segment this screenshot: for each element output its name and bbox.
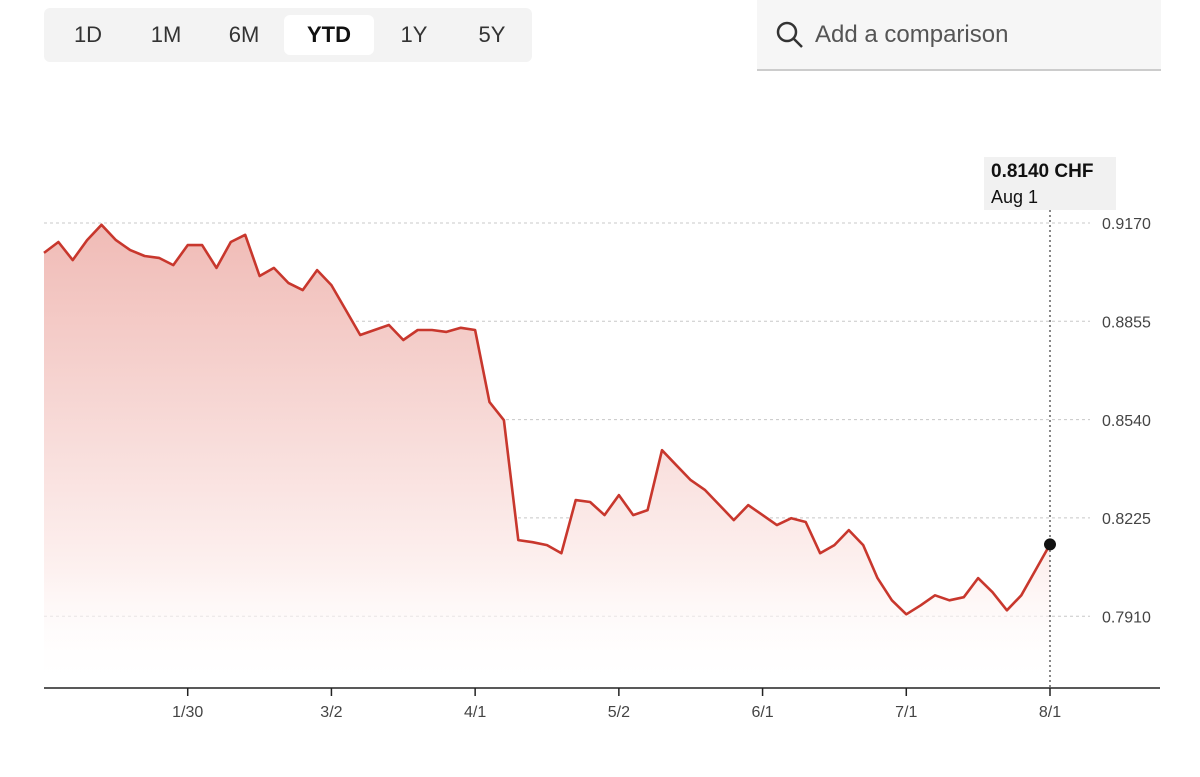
tooltip-value: 0.8140 CHF xyxy=(991,161,1093,182)
x-tick-label: 4/1 xyxy=(464,704,486,721)
y-tick-label: 0.7910 xyxy=(1102,609,1151,626)
x-tick-label: 5/2 xyxy=(608,704,630,721)
y-tick-label: 0.9170 xyxy=(1102,216,1151,233)
area-fill xyxy=(44,224,1050,689)
range-button[interactable]: YTD xyxy=(284,15,374,55)
tooltip-date: Aug 1 xyxy=(991,187,1038,207)
range-button[interactable]: 1M xyxy=(150,22,182,47)
range-button[interactable]: 6M xyxy=(228,22,260,47)
search-icon xyxy=(776,21,803,48)
x-tick-label: 3/2 xyxy=(320,704,342,721)
range-button[interactable]: 1D xyxy=(73,22,103,47)
comparison-search[interactable]: Add a comparison xyxy=(757,0,1161,71)
range-button[interactable]: 1Y xyxy=(400,22,428,47)
last-point xyxy=(1044,538,1056,551)
range-button[interactable]: 5Y xyxy=(478,22,506,47)
x-tick-label: 1/30 xyxy=(172,704,203,721)
y-tick-label: 0.8855 xyxy=(1102,314,1151,331)
tooltip-box xyxy=(984,157,1116,210)
y-tick-label: 0.8540 xyxy=(1102,413,1151,430)
y-tick-label: 0.8225 xyxy=(1102,511,1151,528)
search-placeholder: Add a comparison xyxy=(815,20,1009,48)
x-tick-label: 6/1 xyxy=(751,704,773,721)
x-tick-label: 8/1 xyxy=(1039,704,1061,721)
range-selector: 1D 1M 6M YTD 1Y 5Y xyxy=(44,8,532,62)
x-tick-label: 7/1 xyxy=(895,704,917,721)
price-line xyxy=(43,223,1052,616)
